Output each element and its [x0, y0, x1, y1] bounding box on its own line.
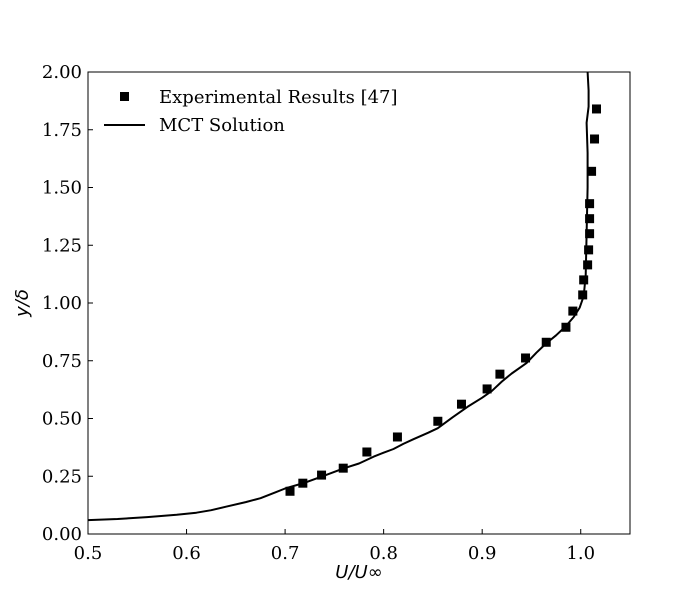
legend-marker-experimental [120, 92, 129, 101]
y-tick-label: 0.25 [42, 466, 82, 487]
y-tick-label: 0.00 [42, 524, 82, 545]
x-tick-label: 1.0 [566, 543, 595, 564]
data-point-experimental [298, 478, 308, 488]
data-point-experimental [561, 322, 571, 332]
x-tick-label: 0.6 [172, 543, 201, 564]
series-line-mct-solution [87, 71, 590, 522]
x-ticks: 0.5 0.6 0.7 0.8 0.9 1.0 [74, 529, 595, 564]
y-tick-label: 1.25 [42, 235, 82, 256]
axes-frame [87, 71, 631, 535]
x-tick-label: 0.7 [271, 543, 300, 564]
data-point-experimental [583, 260, 593, 270]
y-tick-label: 2.00 [42, 62, 82, 83]
data-point-experimental [317, 470, 327, 480]
data-point-experimental [568, 306, 578, 316]
data-point-experimental [362, 447, 372, 457]
x-axis-label: U/U∞ [335, 562, 382, 583]
data-point-experimental [433, 416, 443, 426]
data-point-experimental [285, 486, 295, 496]
data-point-experimental [338, 463, 348, 473]
data-point-experimental [578, 290, 588, 300]
y-tick-label: 1.75 [42, 120, 82, 141]
data-point-experimental [585, 229, 595, 239]
x-tick-label: 0.9 [468, 543, 497, 564]
data-point-experimental [591, 104, 601, 114]
data-point-experimental [495, 369, 505, 379]
y-tick-label: 1.50 [42, 178, 82, 199]
y-tick-label: 1.00 [42, 293, 82, 314]
x-tick-label: 0.5 [74, 543, 103, 564]
legend-label-experimental: Experimental Results [47] [159, 87, 398, 108]
y-tick-label: 0.75 [42, 351, 82, 372]
data-point-experimental [590, 134, 600, 144]
data-point-experimental [482, 384, 492, 394]
data-point-experimental [587, 166, 597, 176]
y-ticks: 0.00 0.25 0.50 0.75 1.00 1.25 1.50 1.75 2.00 [42, 62, 93, 545]
data-point-experimental [456, 399, 466, 409]
data-point-experimental [585, 214, 595, 224]
data-point-experimental [521, 353, 531, 363]
data-point-experimental [541, 337, 551, 347]
legend-label-mct: MCT Solution [159, 115, 285, 136]
y-tick-label: 0.50 [42, 409, 82, 430]
data-point-experimental [392, 432, 402, 442]
x-tick-label: 0.8 [369, 543, 398, 564]
y-axis-label: y/δ [12, 289, 33, 318]
data-point-experimental [579, 275, 589, 285]
legend: Experimental Results [47] MCT Solution [104, 87, 398, 136]
data-point-experimental [585, 199, 595, 209]
series-layer [87, 71, 601, 522]
data-point-experimental [584, 245, 594, 255]
